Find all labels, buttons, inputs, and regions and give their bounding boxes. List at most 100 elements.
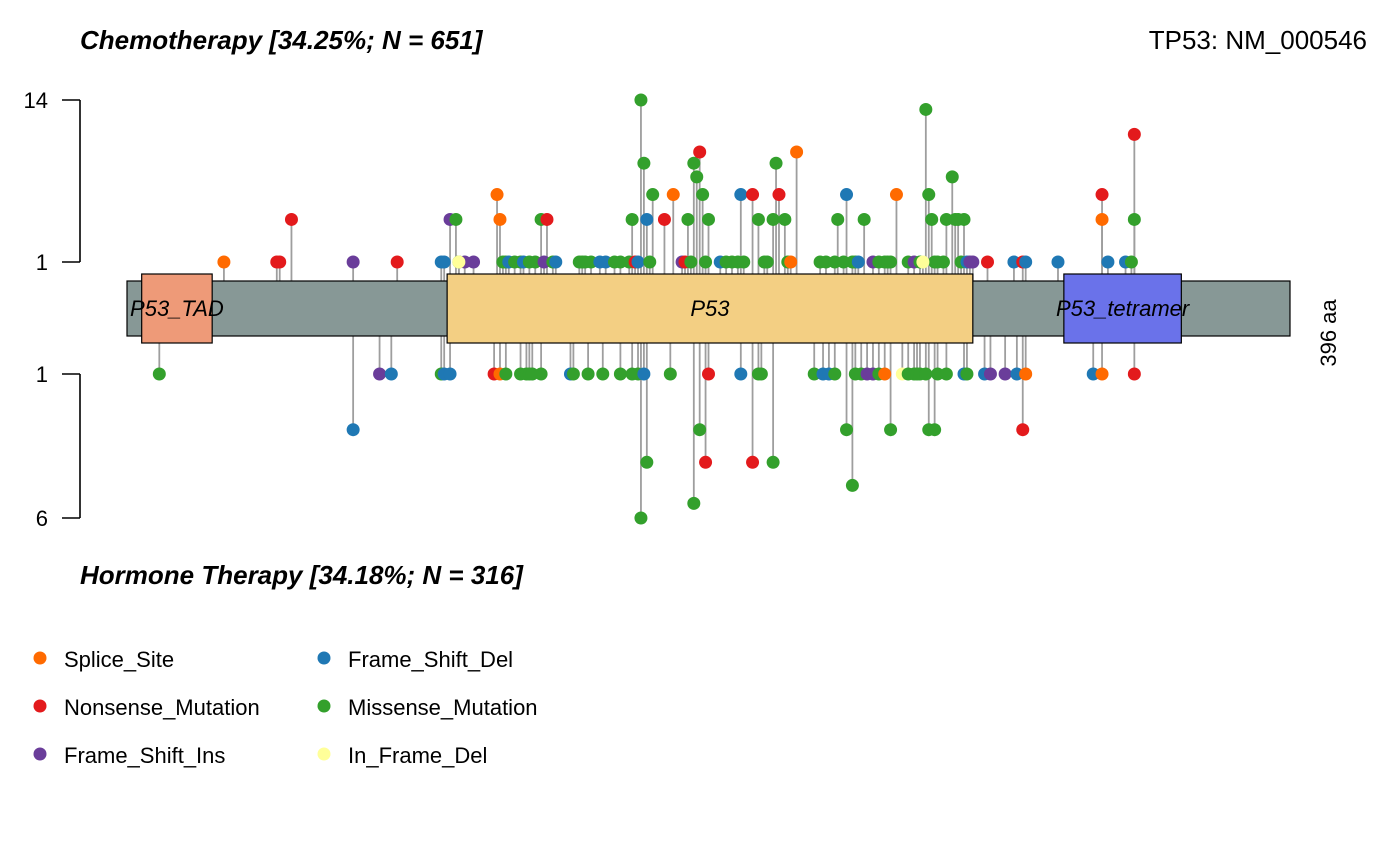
y-tick-bottom-max: 6 — [36, 506, 48, 531]
mutation-point-bottom — [754, 367, 768, 381]
mutation-point-top — [681, 212, 695, 226]
mutation-point-bottom — [845, 478, 859, 492]
legend-label: Frame_Shift_Del — [348, 647, 513, 672]
mutation-point-top — [449, 212, 463, 226]
mutation-point-bottom — [634, 511, 648, 525]
mutation-point-bottom — [1016, 423, 1030, 437]
mutation-point-top — [631, 255, 645, 269]
mutation-point-top — [751, 212, 765, 226]
mutation-point-top — [981, 255, 995, 269]
mutation-point-bottom — [693, 423, 707, 437]
mutation-point-top — [684, 255, 698, 269]
mutation-point-bottom — [152, 367, 166, 381]
chart-title-bottom: Hormone Therapy [34.18%; N = 316] — [80, 560, 524, 590]
mutation-point-bottom — [746, 455, 760, 469]
mutation-point-top — [889, 188, 903, 202]
mutation-point-top — [490, 188, 504, 202]
mutation-point-top — [540, 212, 554, 226]
y-tick-top-max: 14 — [24, 88, 48, 113]
mutation-point-bottom — [983, 367, 997, 381]
legend-swatch-mm — [317, 699, 331, 713]
chart-title-top: Chemotherapy [34.25%; N = 651] — [80, 25, 484, 55]
mutation-point-top — [437, 255, 451, 269]
mutation-point-bottom — [1127, 367, 1141, 381]
mutation-point-bottom — [640, 455, 654, 469]
mutation-point-bottom — [998, 367, 1012, 381]
legend-label: Splice_Site — [64, 647, 174, 672]
mutation-point-top — [936, 255, 950, 269]
mutation-point-top — [625, 212, 639, 226]
domain-p53-tetramer — [1063, 273, 1182, 344]
mutation-point-bottom — [928, 423, 942, 437]
mutation-point-top — [772, 188, 786, 202]
mutation-point-bottom — [613, 367, 627, 381]
legend-label: Nonsense_Mutation — [64, 695, 260, 720]
gene-label: TP53: NM_000546 — [1149, 25, 1367, 55]
mutation-point-top — [1095, 212, 1109, 226]
legend-label: Frame_Shift_Ins — [64, 743, 225, 768]
mutation-point-top — [922, 188, 936, 202]
mutation-point-top — [778, 212, 792, 226]
mutation-point-bottom — [687, 496, 701, 510]
mutation-point-bottom — [734, 367, 748, 381]
mutation-point-top — [857, 212, 871, 226]
mutation-point-bottom — [699, 455, 713, 469]
mutation-point-top — [916, 255, 930, 269]
mutation-point-top — [957, 212, 971, 226]
mutation-point-bottom — [939, 367, 953, 381]
mutation-point-top — [790, 145, 804, 159]
legend-swatch-ss — [33, 651, 47, 665]
mutation-point-bottom — [878, 367, 892, 381]
mutation-point-top — [643, 255, 657, 269]
mutation-point-bottom — [534, 367, 548, 381]
domain-p53-tad — [141, 273, 213, 344]
mutation-point-bottom — [566, 367, 580, 381]
mutation-point-top — [746, 188, 760, 202]
legend-swatch-id — [317, 747, 331, 761]
mutation-point-top — [1127, 212, 1141, 226]
mutation-point-top — [769, 156, 783, 170]
mutation-point-top — [1051, 255, 1065, 269]
mutation-point-top — [284, 212, 298, 226]
domain-label: P53_TAD — [130, 296, 224, 321]
mutation-point-bottom — [828, 367, 842, 381]
y-axis-bottom: 1 6 — [36, 362, 81, 531]
mutation-point-bottom — [960, 367, 974, 381]
lollipop-heads — [152, 93, 1141, 525]
mutation-point-top — [737, 255, 751, 269]
mutation-point-top — [493, 212, 507, 226]
domain-label: P53 — [690, 296, 730, 321]
legend-label: Missense_Mutation — [348, 695, 538, 720]
mutation-point-bottom — [702, 367, 715, 381]
mutation-point-top — [766, 212, 780, 226]
mutation-point-bottom — [373, 367, 387, 381]
mutation-point-bottom — [581, 367, 595, 381]
legend-swatch-fd — [317, 651, 331, 665]
mutation-point-bottom — [1095, 367, 1109, 381]
mutation-point-top — [851, 255, 865, 269]
mutation-point-top — [646, 188, 660, 202]
mutation-point-top — [640, 212, 654, 226]
mutation-point-top — [945, 170, 959, 184]
mutation-point-bottom — [443, 367, 457, 381]
mutation-point-top — [273, 255, 287, 269]
mutation-point-top — [1095, 188, 1109, 202]
legend-label: In_Frame_Del — [348, 743, 487, 768]
mutation-point-top — [687, 156, 701, 170]
mutation-point-bottom — [346, 423, 360, 437]
mutation-point-top — [346, 255, 360, 269]
mutation-point-bottom — [766, 455, 780, 469]
mutation-point-top — [549, 255, 563, 269]
legend: Splice_Site Nonsense_Mutation Frame_Shift_… — [33, 647, 538, 768]
mutation-point-top — [217, 255, 231, 269]
mutation-point-top — [1124, 255, 1138, 269]
mutation-point-bottom — [919, 367, 933, 381]
y-tick-top-min: 1 — [36, 250, 48, 275]
mutation-point-bottom — [840, 423, 854, 437]
mutation-point-top — [696, 188, 710, 202]
mutation-point-bottom — [663, 367, 677, 381]
domain-label: P53_tetramer — [1056, 296, 1191, 321]
mutation-point-top — [699, 255, 713, 269]
mutation-point-bottom — [1019, 367, 1033, 381]
mutation-point-top — [925, 212, 939, 226]
